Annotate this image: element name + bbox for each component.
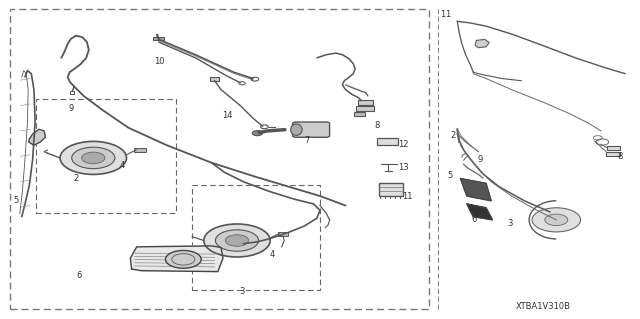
Text: 8: 8: [618, 152, 623, 161]
Bar: [36, 99, 176, 213]
FancyBboxPatch shape: [153, 37, 164, 41]
Text: 3: 3: [239, 287, 244, 296]
Text: 12: 12: [398, 140, 408, 149]
Text: 5: 5: [447, 171, 452, 180]
Circle shape: [545, 214, 568, 226]
Text: 3: 3: [508, 219, 513, 228]
Bar: [192, 185, 320, 290]
Ellipse shape: [291, 124, 302, 135]
Text: 9: 9: [68, 104, 74, 113]
Text: 10: 10: [154, 56, 164, 65]
FancyBboxPatch shape: [356, 106, 374, 111]
Polygon shape: [467, 204, 492, 220]
Text: 11: 11: [402, 191, 413, 201]
Text: 1: 1: [445, 10, 451, 19]
Text: 5: 5: [13, 196, 19, 205]
Circle shape: [216, 230, 259, 251]
Text: XTBA1V310B: XTBA1V310B: [516, 302, 571, 311]
Text: 8: 8: [375, 121, 380, 130]
FancyBboxPatch shape: [354, 112, 365, 116]
FancyBboxPatch shape: [606, 152, 620, 156]
FancyBboxPatch shape: [210, 77, 219, 81]
FancyBboxPatch shape: [292, 122, 330, 137]
Circle shape: [225, 235, 248, 246]
Polygon shape: [29, 129, 45, 145]
Circle shape: [204, 224, 270, 257]
Circle shape: [532, 208, 580, 232]
FancyBboxPatch shape: [134, 148, 146, 152]
Text: 2: 2: [450, 131, 456, 140]
Polygon shape: [461, 179, 491, 201]
Bar: [10, 9, 429, 309]
Text: 4: 4: [269, 250, 275, 259]
FancyBboxPatch shape: [358, 100, 373, 105]
Text: 2: 2: [74, 174, 79, 183]
Text: 1: 1: [440, 10, 445, 19]
FancyBboxPatch shape: [379, 183, 403, 196]
FancyBboxPatch shape: [278, 232, 288, 236]
Polygon shape: [475, 40, 489, 48]
Text: 4: 4: [120, 161, 125, 170]
Text: 14: 14: [222, 111, 233, 120]
Circle shape: [166, 250, 201, 268]
Text: 6: 6: [76, 271, 81, 280]
FancyBboxPatch shape: [607, 145, 620, 150]
Text: 13: 13: [397, 163, 408, 172]
Circle shape: [60, 141, 127, 174]
Text: 9: 9: [477, 155, 483, 164]
Text: 7: 7: [305, 136, 310, 145]
Text: 6: 6: [472, 215, 477, 224]
FancyBboxPatch shape: [378, 138, 398, 145]
Circle shape: [252, 130, 262, 136]
Polygon shape: [131, 246, 223, 271]
Circle shape: [82, 152, 105, 164]
Circle shape: [72, 147, 115, 169]
